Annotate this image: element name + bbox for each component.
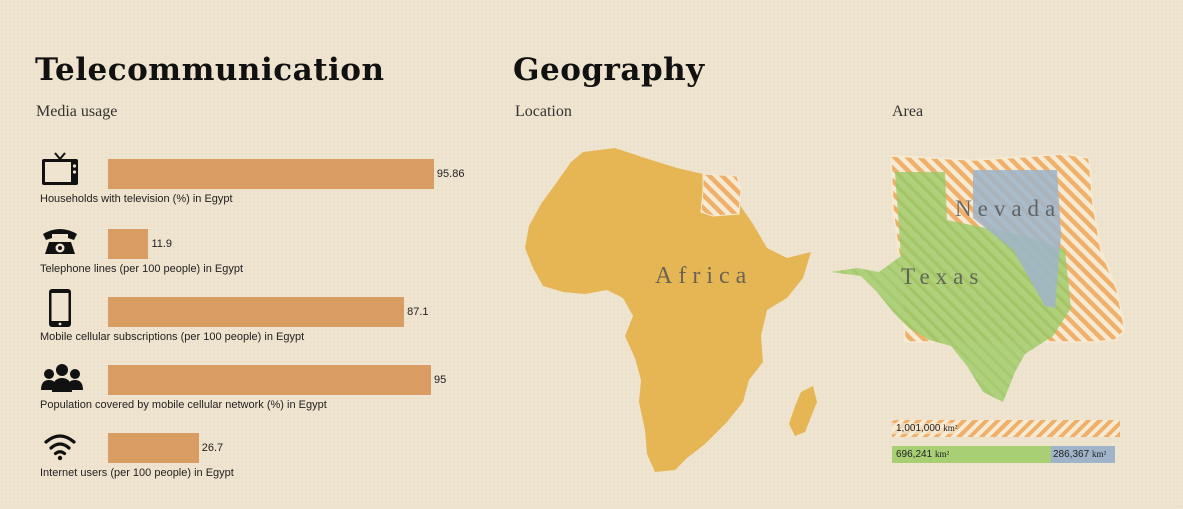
madagascar-map	[789, 386, 817, 436]
telecom-title: Telecommunication	[35, 52, 385, 88]
bar	[108, 297, 405, 327]
bar-category-label: Mobile cellular subscriptions (per 100 p…	[40, 331, 305, 343]
bar-value-label: 87.1	[407, 306, 429, 318]
bar	[108, 433, 199, 463]
bar-row: 95 Population covered by mobile cellular …	[40, 356, 500, 416]
bar-category-label: Internet users (per 100 people) in Egypt	[40, 467, 234, 479]
bar-row: 95.86 Households with television (%) in E…	[40, 150, 500, 210]
bar-category-label: Telephone lines (per 100 people) in Egyp…	[40, 263, 244, 275]
bar-value-label: 95	[434, 374, 447, 386]
bar-category-label: Population covered by mobile cellular ne…	[40, 399, 327, 411]
mobile-phone-icon	[40, 288, 80, 328]
people-icon	[40, 356, 83, 396]
nevada-area-map	[973, 170, 1061, 308]
texas-label: Texas	[901, 264, 984, 289]
bar-value-label: 11.9	[151, 238, 173, 250]
texas-area-bar: 696,241 km²	[892, 446, 1051, 463]
africa-label: Africa	[655, 263, 752, 289]
texas-area-value: 696,241	[896, 449, 933, 460]
bar	[108, 229, 149, 259]
area-subtitle: Area	[892, 103, 924, 120]
nevada-area-value: 286,367	[1053, 449, 1090, 460]
location-subtitle: Location	[515, 103, 572, 120]
geography-maps: Africa Nevada Texas	[525, 148, 1126, 472]
bar-category-label: Households with television (%) in Egypt	[40, 193, 233, 205]
nevada-area-unit: km²	[1091, 449, 1107, 459]
nevada-label: Nevada	[955, 196, 1061, 221]
africa-map	[525, 148, 811, 472]
bar-row: 26.7 Internet users (per 100 people) in E…	[40, 424, 500, 484]
egypt-area-unit: km²	[943, 423, 958, 433]
texas-area-unit: km²	[934, 449, 950, 459]
television-icon	[40, 150, 80, 190]
media-usage-subtitle: Media usage	[36, 103, 118, 120]
egypt-area-value: 1,001,000	[896, 423, 941, 434]
telephone-icon	[40, 220, 80, 260]
geography-title: Geography	[513, 52, 705, 88]
bar	[108, 365, 431, 395]
bar-row: 87.1 Mobile cellular subscriptions (per 1…	[40, 288, 500, 348]
texas-area-map	[831, 172, 1071, 402]
bar-value-label: 95.86	[436, 168, 465, 180]
egypt-area-bar: 1,001,000 km²	[892, 420, 1120, 437]
nevada-area-bar: 286,367 km²	[1051, 446, 1115, 463]
egypt-map	[700, 173, 742, 217]
bar-value-label: 26.7	[201, 442, 224, 454]
wifi-icon	[40, 424, 80, 464]
bar-row: 11.9 Telephone lines (per 100 people) in …	[40, 220, 500, 280]
bar	[108, 159, 434, 189]
